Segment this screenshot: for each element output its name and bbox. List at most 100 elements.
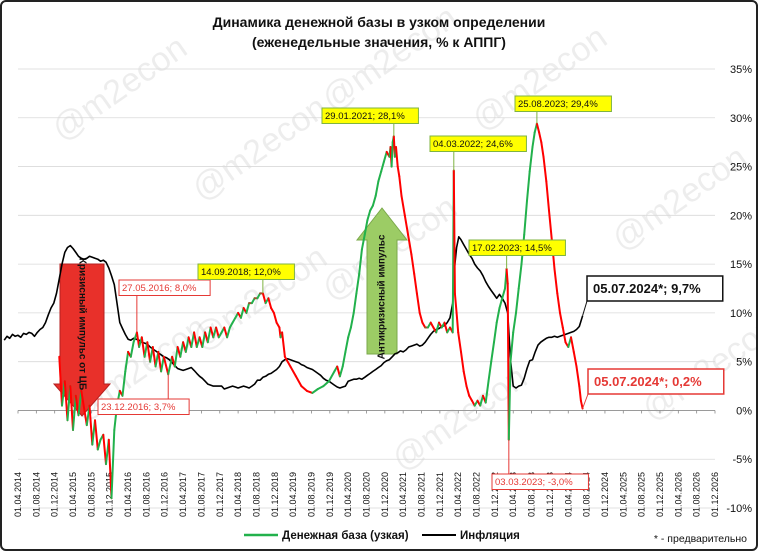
x-tick-label: 01.08.2021: [417, 472, 427, 517]
annotation-box: [468, 239, 566, 256]
y-tick-label: 10%: [730, 308, 752, 320]
x-tick-label: 01.08.2016: [141, 472, 151, 517]
annotation-leader: [582, 300, 588, 316]
money-base-segment: [465, 385, 471, 397]
money-base-segment: [58, 355, 63, 407]
money-base-segment: [96, 438, 102, 451]
money-base-segment: [355, 272, 361, 295]
money-base-segment: [490, 341, 495, 363]
money-base-segment: [94, 419, 99, 451]
y-tick-label: 25%: [730, 162, 752, 174]
legend-label-money-base: Денежная база (узкая): [282, 530, 409, 542]
x-tick-label: 01.12.2023: [545, 472, 555, 517]
money-base-segment: [352, 292, 358, 314]
x-tick-label: 01.12.2022: [490, 472, 500, 517]
money-base-segment: [462, 370, 468, 388]
x-axis: 01.04.2014 01.08.2014 01.12.2014 01.04.2015…: [13, 410, 720, 517]
money-base-segment: [201, 331, 207, 348]
money-base-segment: [322, 380, 330, 388]
money-base-segment: [487, 360, 493, 383]
money-base-segment: [311, 388, 319, 394]
money-base-segment: [578, 385, 582, 402]
money-base-segment: [484, 380, 490, 404]
x-tick-label: 01.08.2026: [692, 472, 702, 517]
money-base-segment: [512, 311, 517, 334]
x-tick-label: 01.04.2020: [343, 472, 353, 517]
money-base-segment: [410, 253, 416, 275]
money-base-segment: [124, 350, 130, 373]
x-tick-label: 01.08.2019: [306, 472, 316, 517]
y-tick-label: 20%: [730, 210, 752, 222]
money-base-segment: [415, 292, 421, 314]
x-tick-label: 01.04.2022: [453, 472, 463, 517]
money-base-segment: [575, 365, 581, 388]
money-base-segment: [349, 311, 355, 329]
money-base-segment: [403, 214, 410, 236]
annotation-leader: [582, 393, 589, 409]
money-base-segment: [179, 341, 185, 358]
money-base-segment: [261, 292, 267, 305]
annotation-box: [321, 107, 419, 124]
arrows: Кризисный импульс от ЦБ Антикризисный имп…: [52, 207, 409, 417]
x-tick-label: 01.04.2025: [618, 472, 628, 517]
money-base-segment: [542, 155, 548, 183]
money-base-segment: [102, 433, 107, 466]
money-base-segment: [548, 209, 553, 241]
money-base-segment: [535, 122, 541, 134]
money-base-segment: [460, 350, 465, 373]
money-base-segment: [88, 404, 94, 446]
watermark-text: @m2econ: [45, 28, 194, 148]
money-base-segment: [110, 429, 116, 500]
x-tick-label: 01.12.2021: [435, 472, 445, 517]
money-base-segment: [245, 302, 251, 314]
money-base-segment: [226, 326, 231, 339]
annotation-box: [429, 135, 527, 152]
footnote: * - предварительно: [654, 533, 747, 545]
money-base-segment: [498, 297, 504, 309]
money-base-segment: [515, 287, 520, 314]
annotation-label: 29.01.2021; 28,1%: [325, 111, 405, 122]
money-base-segment: [77, 389, 83, 417]
x-tick-label: 01.04.2015: [68, 472, 78, 517]
money-base-segment: [69, 385, 74, 431]
money-base-segment: [129, 341, 135, 358]
y-tick-label: -5%: [732, 454, 752, 466]
y-tick-label: 15%: [730, 259, 752, 271]
money-base-segment: [561, 326, 567, 344]
chart-subtitle: (еженедельные значения, % к АППГ): [252, 34, 506, 50]
legend-label-inflation: Инфляция: [460, 530, 520, 542]
annotation-box: [97, 398, 190, 415]
x-tick-label: 01.08.2022: [472, 472, 482, 517]
money-base-segment: [398, 175, 403, 197]
money-base-segment: [493, 321, 498, 344]
annotation-label: 23.12.2016; 3,7%: [101, 402, 176, 413]
money-base-segment: [396, 165, 401, 178]
money-base-segment: [121, 370, 127, 397]
crisis-arrow-label: Кризисный импульс от ЦБ: [76, 258, 87, 390]
y-tick-label: 0%: [736, 405, 752, 417]
money-base-segment: [509, 331, 515, 363]
money-base-segment: [579, 399, 584, 410]
x-tick-label: 01.08.2017: [196, 472, 206, 517]
money-base-segment: [505, 268, 509, 285]
money-base-segment: [495, 307, 501, 324]
x-tick-label: 01.04.2018: [233, 472, 243, 517]
money-base-segment: [407, 233, 413, 256]
y-tick-label: 35%: [730, 64, 752, 76]
money-base-segment: [453, 292, 458, 314]
money-base-segment: [556, 292, 561, 314]
money-base-segment: [239, 307, 245, 319]
annotation-box: [587, 368, 725, 395]
x-tick-label: 01.04.2023: [508, 472, 518, 517]
annotation-box: [491, 473, 589, 490]
money-base-segment: [377, 170, 383, 183]
money-base-segment: [538, 131, 543, 144]
money-base-segment: [507, 360, 512, 441]
money-base-segment: [173, 346, 179, 368]
x-tick-label: 01.12.2017: [215, 472, 225, 517]
annotation-label: 05.07.2024*; 0,2%: [594, 374, 702, 389]
annotation-label: 17.02.2023; 14,5%: [472, 243, 552, 254]
money-base-segment: [157, 350, 163, 373]
